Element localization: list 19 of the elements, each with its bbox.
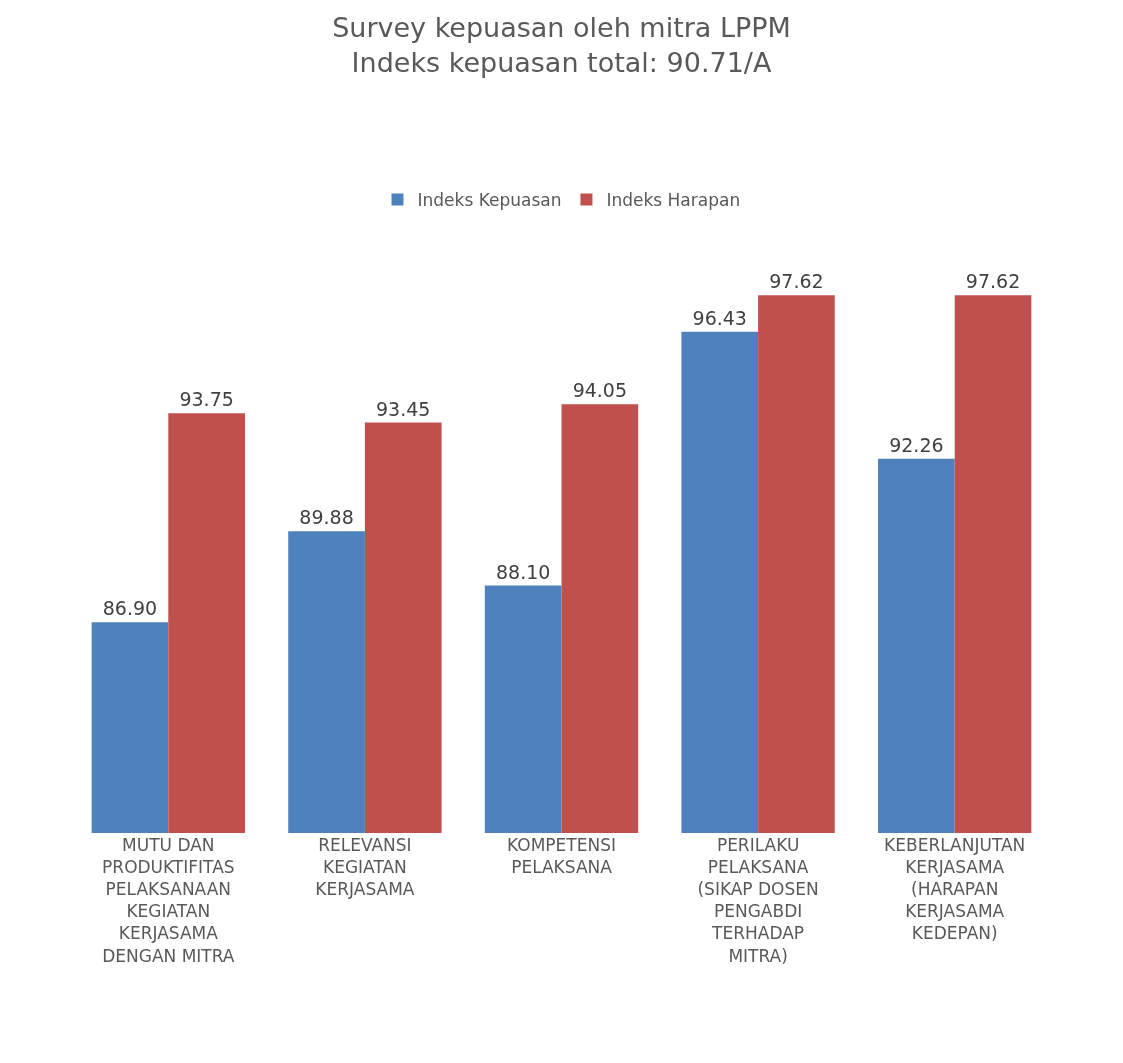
data-label: 93.75: [179, 388, 234, 411]
data-label: 93.45: [376, 397, 431, 420]
data-label: 88.10: [495, 560, 551, 583]
x-tick-label: KEBERLANJUTAN KERJASAMA (HARAPAN KERJASAMA KEDEPAN): [884, 835, 1026, 944]
legend-label: Indeks Kepuasan: [417, 190, 562, 211]
x-tick-label: RELEVANSI KEGIATAN KERJASAMA: [315, 835, 415, 900]
x-tick-label: PERILAKU PELAKSANA (SIKAP DOSEN PENGABDI TERHADAP MITRA): [697, 835, 819, 966]
chart-title: Survey kepuasan oleh mitra LPPM: [332, 12, 791, 44]
chart-subtitle: Indeks kepuasan total: 90.71/A: [351, 47, 772, 79]
x-tick-label: KOMPETENSI PELAKSANA: [507, 835, 616, 878]
x-tick-label: MUTU DAN PRODUKTIFITAS PELAKSANAAN KEGIATAN KERJASAMA DENGAN MITRA: [102, 835, 235, 966]
data-label: 86.90: [102, 597, 158, 620]
data-label: 92.26: [889, 433, 944, 456]
legend-label: Indeks Harapan: [606, 190, 741, 211]
data-label: 94.05: [572, 379, 628, 402]
data-label: 89.88: [299, 506, 354, 529]
data-label: 97.62: [965, 270, 1021, 293]
data-label: 97.62: [769, 270, 824, 293]
data-label: 96.43: [692, 306, 747, 329]
